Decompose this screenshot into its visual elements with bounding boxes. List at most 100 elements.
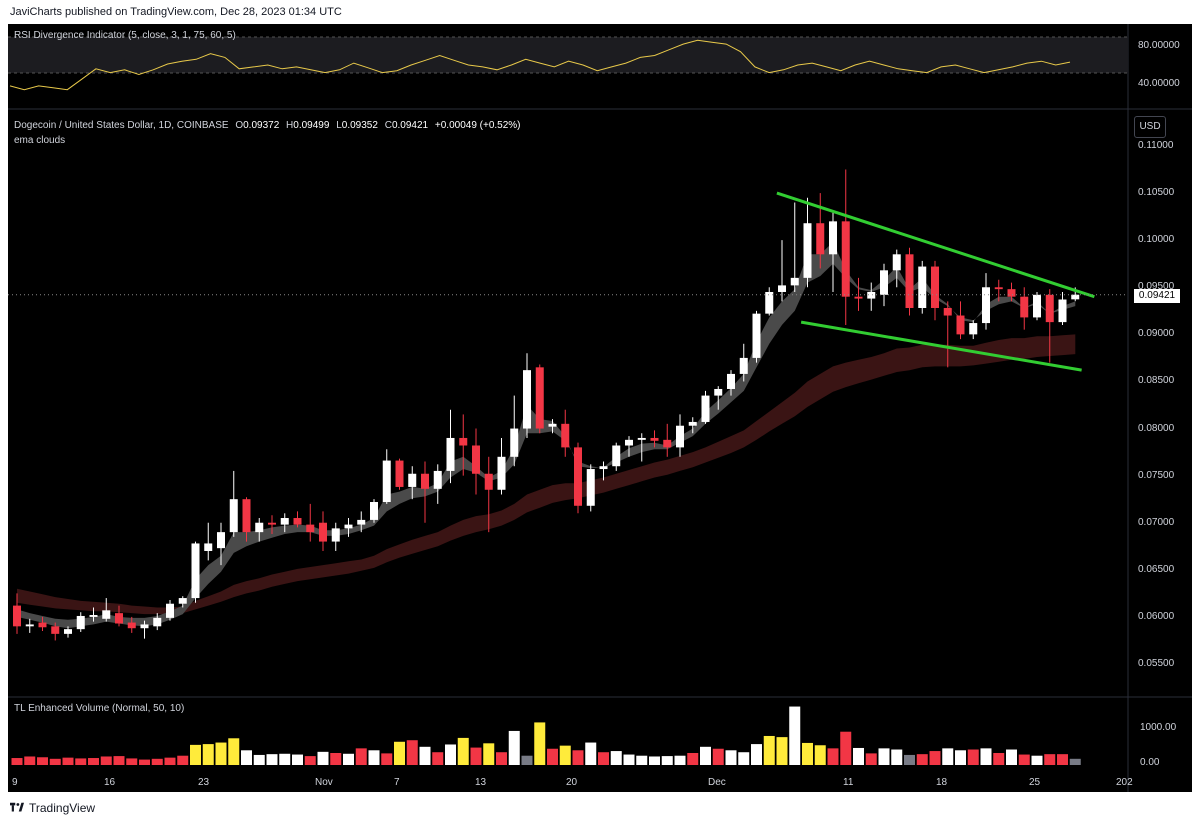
candle-body [803,223,812,278]
tradingview-logo-icon [10,802,24,812]
x-tick-label: 16 [104,777,116,788]
volume-bar [700,746,711,765]
volume-bar [406,740,418,765]
candle-body [306,524,315,533]
candle-body [140,624,149,629]
volume-bar [853,747,864,765]
candle-body [204,543,213,551]
price-tick-label: 0.08500 [1138,375,1175,387]
volume-bar [355,748,367,765]
volume-bar [840,731,852,765]
candle-body [433,470,442,489]
rsi-tick-80: 80.00000 [1138,40,1180,51]
volume-bar [457,737,469,765]
volume-bar [177,755,189,765]
currency-button[interactable]: USD [1134,116,1166,138]
ema-fast-cloud [17,242,1076,629]
price-tick-label: 0.09000 [1138,328,1175,340]
ohlc-o-label: O [235,120,244,131]
x-tick-label: 7 [394,777,400,788]
candle-body [166,603,174,618]
x-tick-label: 20 [566,777,578,788]
candle-body [421,473,429,489]
volume-bar [470,747,482,765]
price-tick-label: 0.07000 [1138,516,1175,528]
candle-body [867,291,876,299]
volume-group [11,706,1081,765]
channel-upper-line [776,191,1095,299]
price-tick-label: 0.10500 [1138,187,1175,199]
candle-body [637,437,646,440]
candle-body [892,254,901,271]
volume-bar [993,753,1005,765]
candle-body [13,605,21,627]
candle-body [153,617,162,627]
candle-body [217,532,225,549]
candle-body [841,221,850,297]
candle-body [127,622,136,629]
volume-bar [1069,758,1081,765]
candle-body [357,519,366,525]
candle-body [1058,299,1067,323]
x-tick-label: 202 [1116,777,1133,788]
volume-bar [802,742,813,765]
tradingview-brand[interactable]: TradingView [10,801,95,815]
volume-bar [610,751,622,765]
rsi-title: RSI Divergence Indicator (5, close, 3, 1… [14,30,236,41]
volume-bar [215,742,227,765]
ohlc-o-value: 0.09372 [243,120,280,131]
volume-bar [559,745,571,765]
ema-clouds-label: ema clouds [14,135,66,146]
volume-bar [598,752,609,765]
volume-bar [585,742,597,765]
candle-body [484,473,493,490]
volume-bar [496,752,507,765]
rsi-line [9,39,1071,91]
candle-body [1020,296,1029,318]
candle-body [739,357,748,374]
ohlc-l-value: 0.09352 [341,120,378,131]
volume-bar [88,758,99,765]
candle-body [931,266,939,308]
volume-bar [776,737,788,765]
ohlc-l-label: L [336,120,342,131]
volume-bar [432,752,444,765]
volume-bar [1031,755,1043,765]
candle-body [650,437,659,441]
publish-header: JaviCharts published on TradingView.com,… [0,0,1200,24]
price-tick-label: 0.06000 [1138,610,1175,622]
volume-bar [789,706,801,765]
volume-tick-1000: 1000.00 [1140,722,1177,733]
volume-bar [445,744,456,765]
volume-bar [891,749,903,765]
volume-bar [649,756,660,765]
candle-body [765,291,774,314]
ohlc-change: +0.00049 (+0.52%) [434,120,521,131]
volume-bar [751,744,762,765]
volume-bar [1018,754,1030,765]
candle-body [918,266,927,308]
volume-bar [967,749,979,765]
candle-body [89,615,98,617]
symbol-title: Dogecoin / United States Dollar, 1D, COI… [14,120,229,131]
ohlc-h-label: H [286,120,294,131]
candle-body [395,460,404,487]
candle-body [38,622,47,628]
volume-bar [151,758,163,765]
chart-frame[interactable] [8,24,1192,792]
volume-bar [1044,754,1056,765]
footer: TradingView [0,796,1200,823]
volume-bar [317,751,329,765]
candle-body [561,423,570,448]
last-price-tag: 0.09421 [1134,289,1180,303]
volume-bar [712,748,724,765]
price-tick-label: 0.05500 [1138,658,1175,669]
candle-body [280,518,289,525]
candle-body [790,277,799,286]
volume-bar [279,753,291,765]
candle-body [994,287,1003,290]
price-tick-label: 0.08000 [1138,422,1175,434]
price-tick-label: 0.06500 [1138,563,1175,575]
volume-bar [190,744,201,765]
